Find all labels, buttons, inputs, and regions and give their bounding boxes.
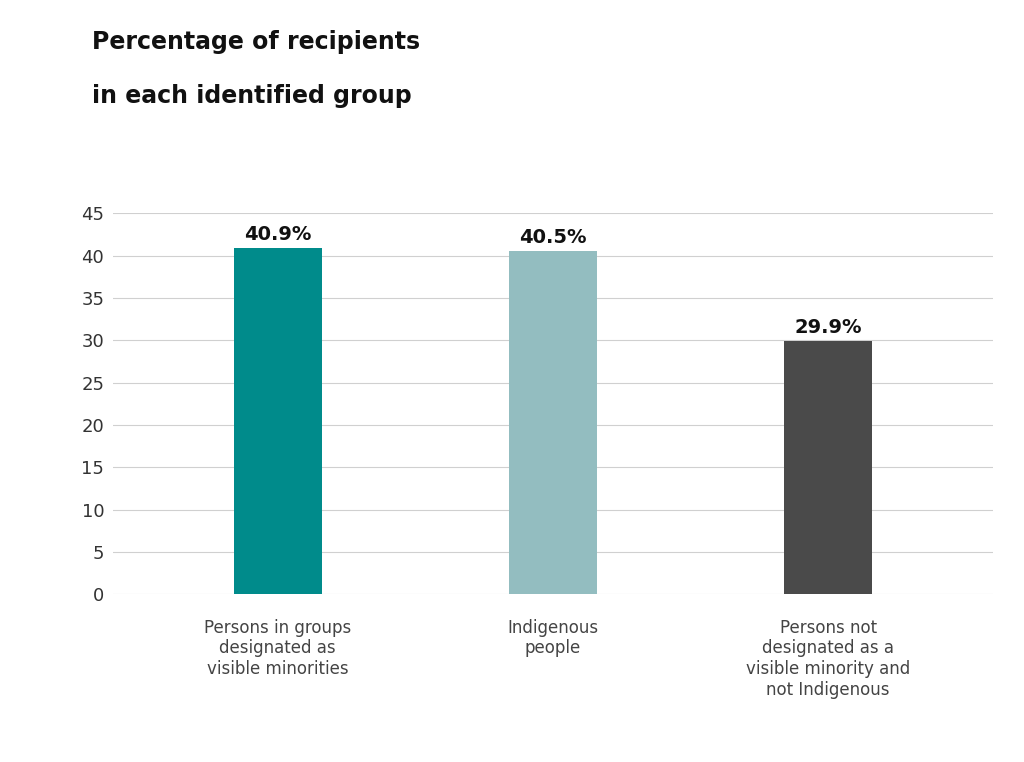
Bar — [233, 248, 322, 594]
Text: 40.9%: 40.9% — [244, 225, 311, 244]
Bar — [784, 341, 872, 594]
Text: Percentage of recipients: Percentage of recipients — [92, 30, 420, 54]
Text: 29.9%: 29.9% — [795, 318, 862, 337]
Text: 40.5%: 40.5% — [519, 229, 587, 247]
Text: in each identified group: in each identified group — [92, 84, 412, 107]
Bar — [509, 251, 597, 594]
